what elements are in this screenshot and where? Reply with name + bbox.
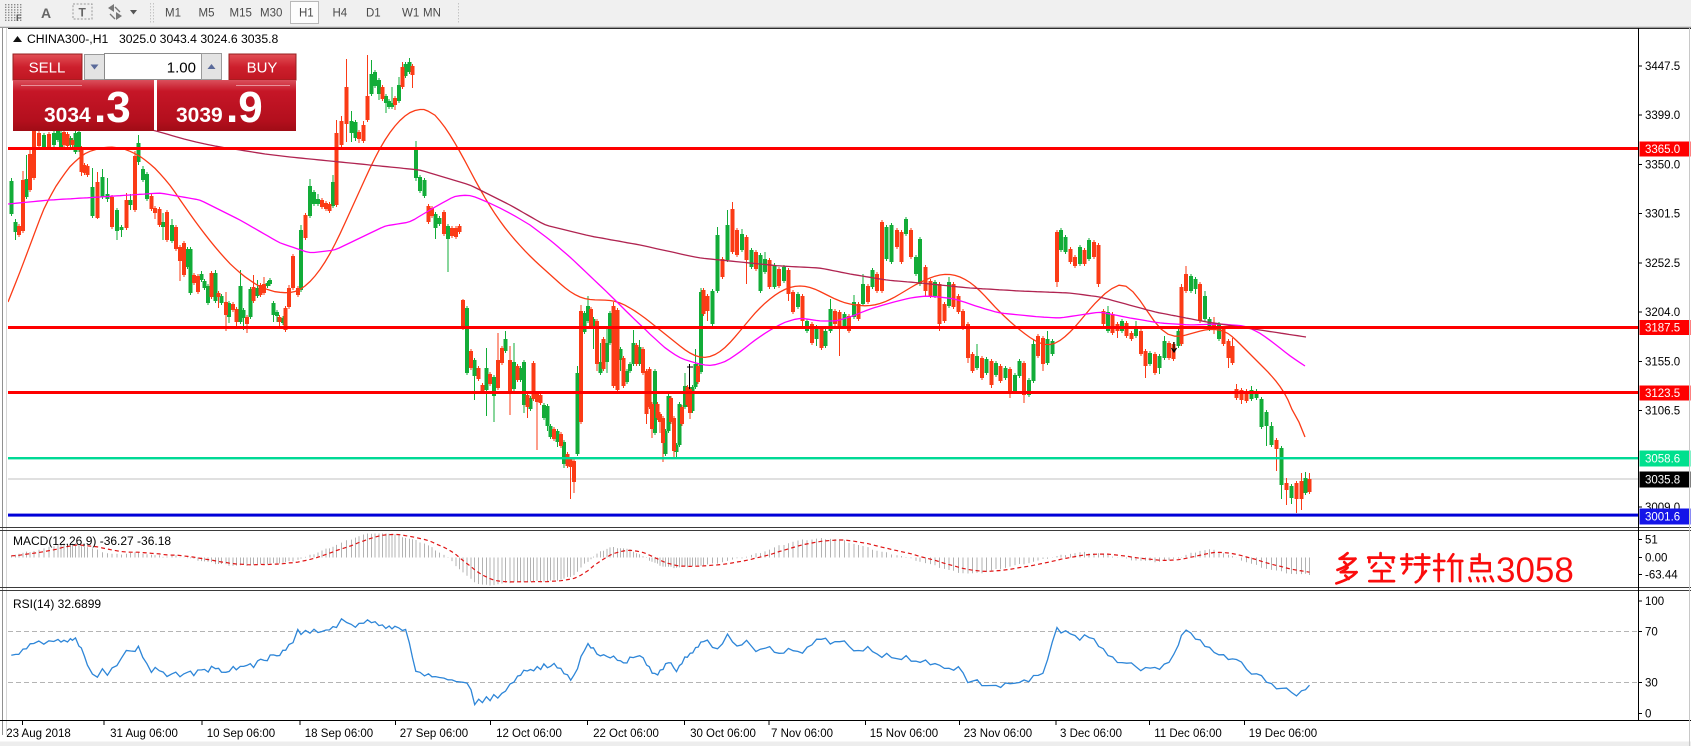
- svg-text:M30: M30: [260, 8, 282, 20]
- svg-text:H1: H1: [299, 8, 314, 20]
- svg-text:1.00: 1.00: [167, 60, 196, 77]
- svg-text:CHINA300-,H1: CHINA300-,H1: [27, 32, 108, 46]
- svg-text:SELL: SELL: [29, 60, 66, 77]
- svg-text:RSI(14) 32.6899: RSI(14) 32.6899: [13, 597, 101, 611]
- svg-text:30 Oct 06:00: 30 Oct 06:00: [690, 728, 756, 740]
- svg-text:3034: 3034: [44, 104, 91, 127]
- svg-text:M5: M5: [199, 8, 215, 20]
- svg-text:12 Oct 06:00: 12 Oct 06:00: [496, 728, 562, 740]
- svg-text:3039: 3039: [176, 104, 223, 127]
- svg-text:23 Aug 2018: 23 Aug 2018: [6, 728, 71, 740]
- svg-text:3106.5: 3106.5: [1645, 406, 1680, 418]
- svg-text:7 Nov 06:00: 7 Nov 06:00: [771, 728, 833, 740]
- svg-text:3025.0 3043.4 3024.6 3035.8: 3025.0 3043.4 3024.6 3035.8: [119, 32, 278, 46]
- svg-text:22 Oct 06:00: 22 Oct 06:00: [593, 728, 659, 740]
- svg-text:3252.5: 3252.5: [1645, 258, 1680, 270]
- svg-text:30: 30: [1645, 678, 1658, 690]
- svg-text:-63.44: -63.44: [1645, 570, 1678, 582]
- svg-text:3399.0: 3399.0: [1645, 110, 1680, 122]
- svg-text:0: 0: [1645, 709, 1651, 721]
- svg-text:3350.0: 3350.0: [1645, 160, 1680, 172]
- svg-text:.3: .3: [94, 83, 131, 132]
- svg-text:11 Dec 06:00: 11 Dec 06:00: [1154, 728, 1222, 740]
- svg-text:3155.0: 3155.0: [1645, 357, 1680, 369]
- svg-text:31 Aug 06:00: 31 Aug 06:00: [110, 728, 178, 740]
- svg-text:MACD(12,26,9) -36.27 -36.18: MACD(12,26,9) -36.27 -36.18: [13, 534, 171, 548]
- svg-text:10 Sep 06:00: 10 Sep 06:00: [207, 728, 275, 740]
- svg-text:3187.5: 3187.5: [1645, 323, 1680, 335]
- svg-text:15 Nov 06:00: 15 Nov 06:00: [870, 728, 938, 740]
- svg-text:MN: MN: [423, 8, 441, 20]
- svg-text:18 Sep 06:00: 18 Sep 06:00: [305, 728, 373, 740]
- svg-text:A: A: [41, 5, 51, 21]
- svg-text:D1: D1: [366, 8, 381, 20]
- svg-text:3 Dec 06:00: 3 Dec 06:00: [1060, 728, 1122, 740]
- svg-text:3204.0: 3204.0: [1645, 307, 1680, 319]
- svg-text:H4: H4: [333, 8, 348, 20]
- svg-text:51: 51: [1645, 535, 1658, 547]
- svg-text:3035.8: 3035.8: [1645, 475, 1680, 487]
- svg-text:23 Nov 06:00: 23 Nov 06:00: [964, 728, 1032, 740]
- svg-text:3123.5: 3123.5: [1645, 388, 1680, 400]
- svg-text:3058: 3058: [1496, 551, 1574, 590]
- svg-text:W1: W1: [402, 8, 419, 20]
- svg-text:T: T: [79, 6, 87, 20]
- svg-text:19 Dec 06:00: 19 Dec 06:00: [1249, 728, 1317, 740]
- svg-text:3058.6: 3058.6: [1645, 454, 1680, 466]
- svg-text:M1: M1: [165, 8, 181, 20]
- svg-text:100: 100: [1645, 596, 1664, 608]
- svg-text:3447.5: 3447.5: [1645, 61, 1680, 73]
- svg-text:.9: .9: [226, 83, 263, 132]
- svg-text:70: 70: [1645, 627, 1658, 639]
- svg-text:BUY: BUY: [247, 60, 278, 77]
- svg-text:3365.0: 3365.0: [1645, 144, 1680, 156]
- svg-text:27 Sep 06:00: 27 Sep 06:00: [400, 728, 468, 740]
- svg-text:3001.6: 3001.6: [1645, 512, 1680, 524]
- svg-text:M15: M15: [230, 8, 252, 20]
- svg-text:3301.5: 3301.5: [1645, 209, 1680, 221]
- svg-text:0.00: 0.00: [1645, 553, 1667, 565]
- svg-text:F: F: [16, 13, 22, 23]
